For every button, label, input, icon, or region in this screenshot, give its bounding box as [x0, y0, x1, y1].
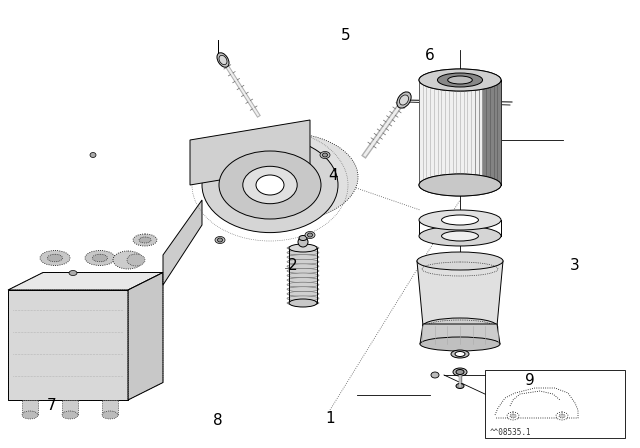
Text: 2: 2: [288, 258, 298, 272]
Ellipse shape: [307, 233, 312, 237]
Ellipse shape: [287, 282, 319, 287]
Ellipse shape: [397, 92, 411, 108]
Ellipse shape: [85, 250, 115, 266]
Polygon shape: [190, 120, 310, 185]
Ellipse shape: [419, 69, 501, 91]
Ellipse shape: [420, 337, 500, 351]
Ellipse shape: [455, 352, 465, 357]
Ellipse shape: [102, 411, 118, 419]
Ellipse shape: [451, 350, 469, 358]
Ellipse shape: [507, 412, 519, 420]
Ellipse shape: [431, 372, 439, 378]
Text: 5: 5: [341, 27, 351, 43]
Polygon shape: [483, 80, 501, 185]
Ellipse shape: [202, 138, 338, 233]
Ellipse shape: [510, 414, 516, 418]
Ellipse shape: [453, 368, 467, 376]
Ellipse shape: [133, 234, 157, 246]
Ellipse shape: [47, 254, 63, 262]
Ellipse shape: [442, 231, 479, 241]
Ellipse shape: [127, 254, 145, 266]
Text: ^^08535.1: ^^08535.1: [490, 427, 532, 436]
Ellipse shape: [305, 232, 315, 238]
Ellipse shape: [419, 174, 501, 196]
Ellipse shape: [287, 246, 319, 250]
Polygon shape: [8, 290, 128, 400]
Ellipse shape: [287, 254, 319, 260]
Ellipse shape: [456, 370, 464, 375]
Ellipse shape: [113, 251, 143, 269]
Ellipse shape: [323, 153, 328, 157]
Text: 8: 8: [213, 413, 223, 427]
Ellipse shape: [289, 299, 317, 307]
Polygon shape: [102, 400, 118, 415]
Ellipse shape: [448, 76, 472, 84]
Ellipse shape: [287, 296, 319, 301]
Ellipse shape: [438, 73, 483, 87]
Ellipse shape: [212, 133, 358, 221]
Ellipse shape: [417, 252, 503, 270]
Ellipse shape: [40, 250, 70, 266]
Ellipse shape: [69, 271, 77, 276]
Ellipse shape: [62, 411, 78, 419]
Ellipse shape: [217, 53, 229, 67]
Ellipse shape: [289, 244, 317, 252]
Ellipse shape: [287, 259, 319, 264]
Ellipse shape: [320, 151, 330, 159]
Ellipse shape: [456, 383, 464, 388]
Ellipse shape: [399, 95, 408, 105]
Ellipse shape: [442, 215, 479, 225]
Ellipse shape: [218, 238, 223, 242]
Ellipse shape: [556, 412, 568, 420]
Ellipse shape: [139, 237, 151, 243]
Ellipse shape: [215, 237, 225, 244]
Ellipse shape: [287, 273, 319, 278]
Ellipse shape: [22, 411, 38, 419]
Ellipse shape: [299, 236, 307, 241]
Polygon shape: [417, 261, 503, 326]
Ellipse shape: [256, 175, 284, 195]
Polygon shape: [163, 200, 202, 285]
Polygon shape: [289, 248, 317, 303]
Text: 3: 3: [570, 258, 580, 272]
Bar: [485, 370, 625, 438]
Ellipse shape: [287, 268, 319, 273]
Polygon shape: [420, 324, 500, 344]
Polygon shape: [22, 400, 38, 415]
Text: 1: 1: [325, 410, 335, 426]
Ellipse shape: [438, 73, 483, 87]
Ellipse shape: [243, 166, 297, 204]
Polygon shape: [128, 272, 163, 400]
Ellipse shape: [298, 237, 308, 247]
Ellipse shape: [419, 69, 501, 91]
Text: 6: 6: [425, 47, 435, 63]
Ellipse shape: [559, 414, 565, 418]
Polygon shape: [8, 272, 163, 290]
Ellipse shape: [287, 301, 319, 306]
Ellipse shape: [287, 287, 319, 292]
Text: 7: 7: [47, 397, 57, 413]
Polygon shape: [419, 80, 501, 185]
Ellipse shape: [287, 250, 319, 255]
Ellipse shape: [287, 264, 319, 269]
Ellipse shape: [219, 56, 227, 65]
Text: 9: 9: [525, 372, 535, 388]
Ellipse shape: [419, 174, 501, 196]
Ellipse shape: [419, 226, 501, 246]
Ellipse shape: [93, 254, 108, 262]
Ellipse shape: [219, 151, 321, 219]
Ellipse shape: [419, 210, 501, 230]
Ellipse shape: [90, 152, 96, 158]
Ellipse shape: [287, 278, 319, 283]
Text: 4: 4: [328, 168, 338, 182]
Ellipse shape: [423, 318, 497, 334]
Polygon shape: [62, 400, 78, 415]
Ellipse shape: [287, 291, 319, 296]
